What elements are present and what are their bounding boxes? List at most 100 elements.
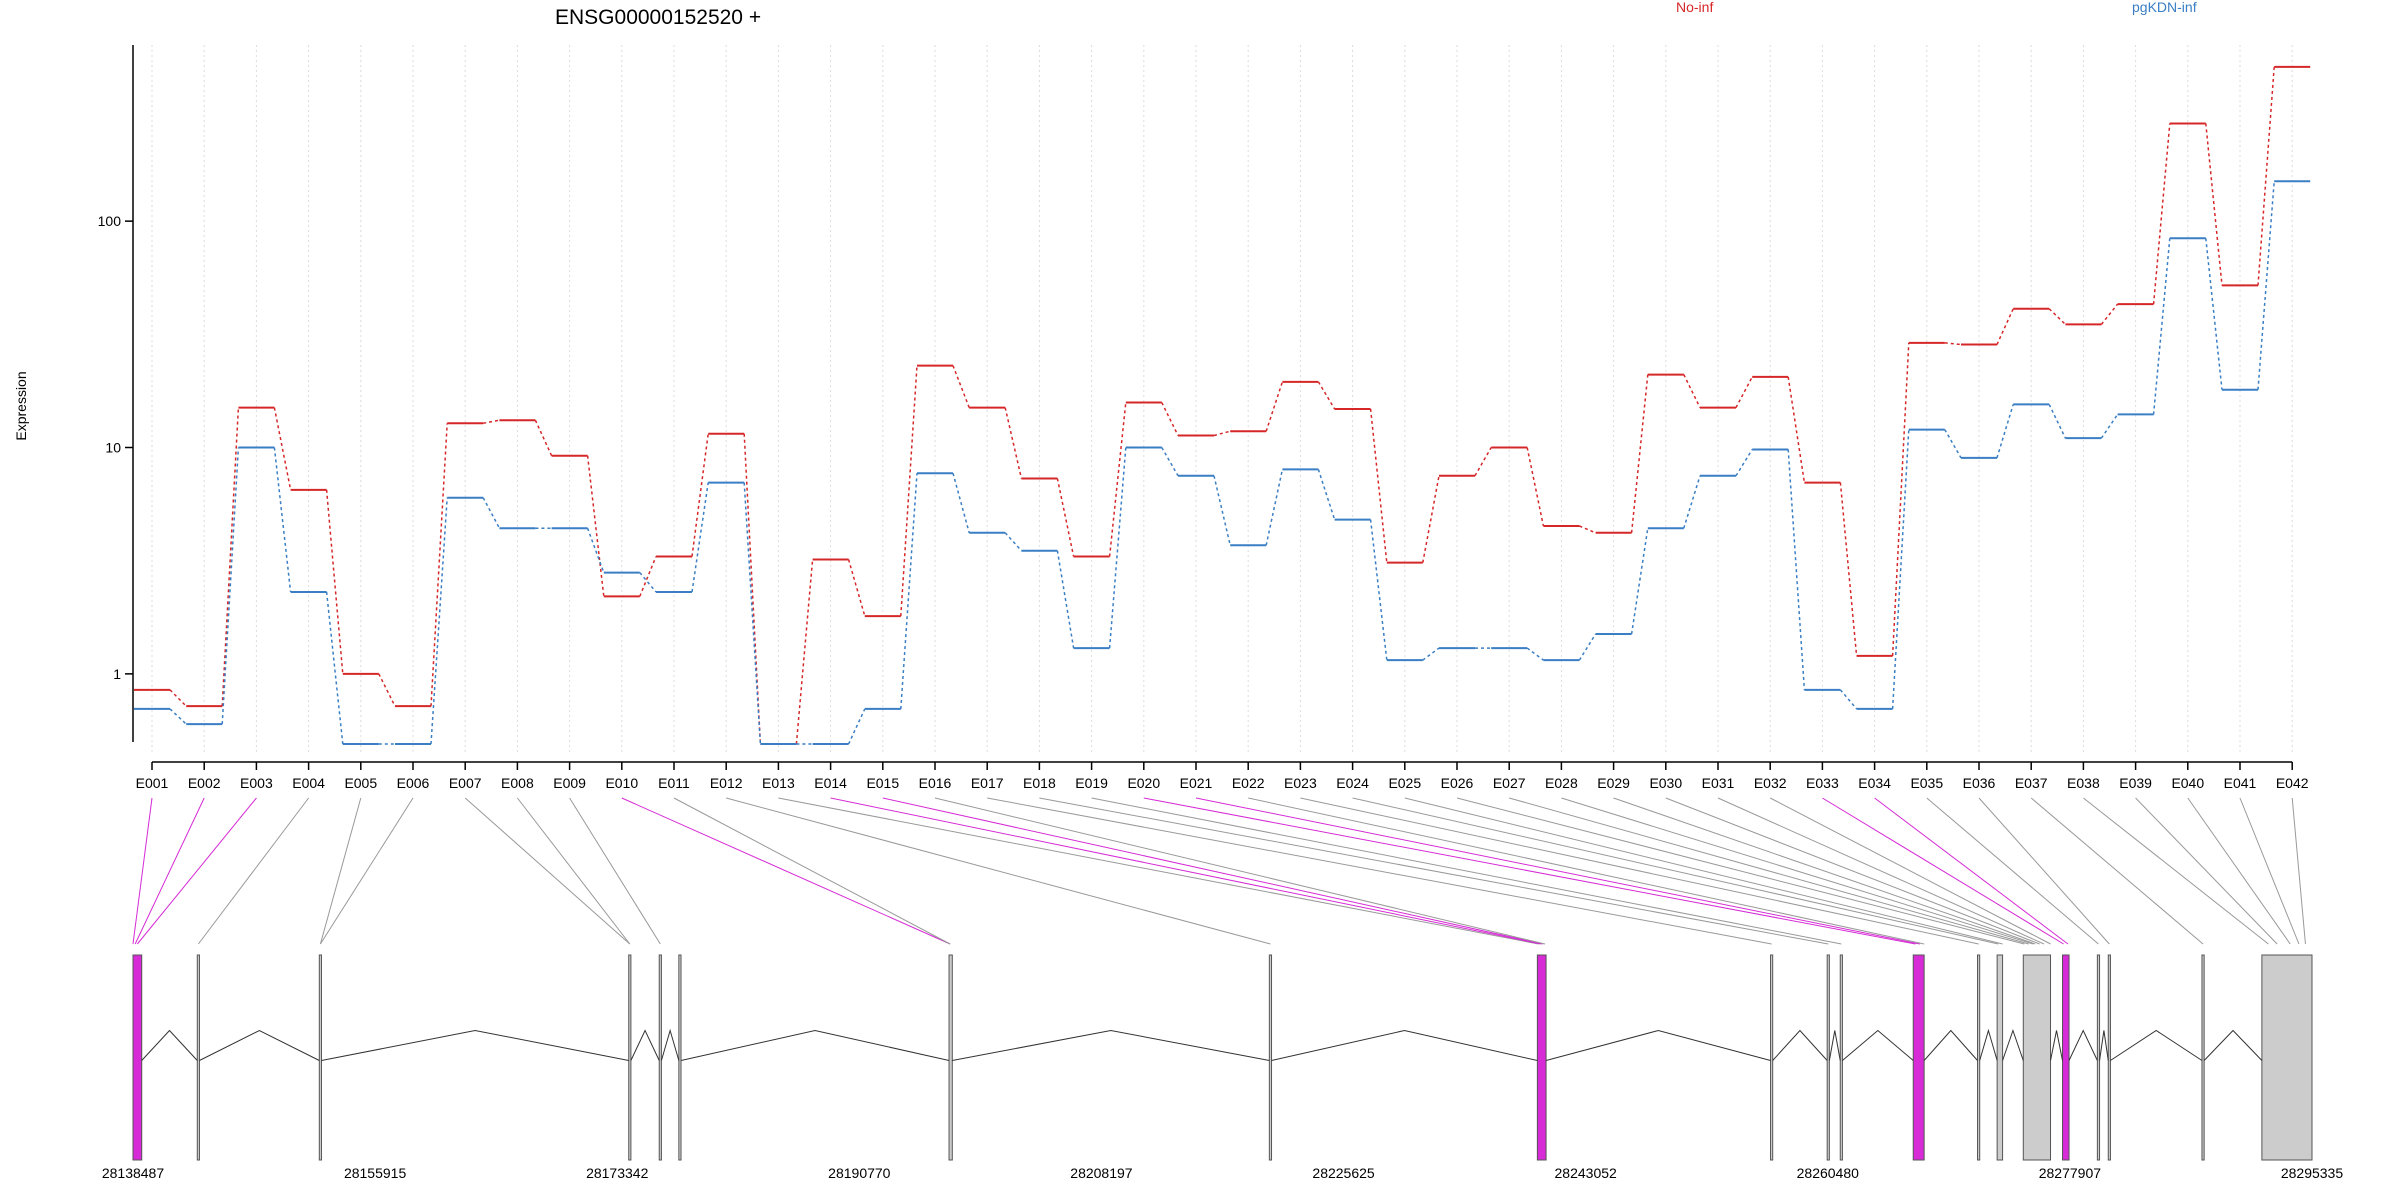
connector-e003 — [136, 797, 257, 945]
coordinate-label-28277907: 28277907 — [2039, 1165, 2102, 1181]
segment-pgkdn-inf-10 — [639, 572, 657, 593]
segment-no-inf-38 — [2100, 303, 2119, 325]
connector-e008 — [517, 797, 631, 945]
x-tick-label-e001: E001 — [136, 775, 169, 791]
segment-pgkdn-inf-1 — [169, 708, 187, 725]
segment-pgkdn-inf-29 — [1630, 528, 1649, 635]
connector-e019 — [1091, 797, 1842, 945]
segment-no-inf-3 — [273, 407, 292, 490]
segment-no-inf-5 — [378, 673, 396, 707]
segment-no-inf-16 — [952, 365, 970, 408]
connector-e032 — [1769, 797, 2051, 945]
connector-e002 — [134, 797, 205, 945]
intron-5 — [660, 1028, 680, 1061]
segment-pgkdn-inf-25 — [1422, 647, 1440, 661]
x-tick-label-e040: E040 — [2171, 775, 2204, 791]
x-tick-label-e030: E030 — [1649, 775, 1682, 791]
segment-no-inf-15 — [900, 365, 918, 617]
exon-block-13 — [1912, 954, 1925, 1161]
connector-e020 — [1143, 797, 1916, 945]
intron-16 — [2050, 1030, 2063, 1061]
segment-no-inf-19 — [1108, 402, 1127, 557]
connector-e012 — [726, 797, 1271, 945]
connector-e021 — [1195, 797, 1920, 945]
exon-block-15 — [1996, 954, 2004, 1161]
x-tick-label-e022: E022 — [1232, 775, 1265, 791]
coordinate-label-28260480: 28260480 — [1797, 1165, 1860, 1181]
exon-block-10 — [1770, 954, 1774, 1161]
x-tick-label-e003: E003 — [240, 775, 273, 791]
coordinate-label-28295335: 28295335 — [2281, 1165, 2344, 1181]
segment-no-inf-35 — [1944, 342, 1962, 346]
coordinate-label-28138487: 28138487 — [102, 1165, 165, 1181]
segment-no-inf-27 — [1526, 447, 1545, 527]
connector-e041 — [2239, 797, 2300, 945]
exon-connectors — [132, 797, 2306, 945]
segment-pgkdn-inf-18 — [1056, 550, 1075, 649]
connector-e010 — [621, 797, 951, 945]
series-pgkdn-inf — [134, 180, 2311, 745]
connector-e029 — [1613, 797, 2036, 945]
segment-pgkdn-inf-3 — [273, 447, 292, 593]
exon-block-21 — [2261, 954, 2313, 1161]
intron-9 — [1545, 1029, 1771, 1061]
segment-no-inf-22 — [1265, 381, 1284, 432]
segment-pgkdn-inf-28 — [1578, 633, 1597, 661]
segment-no-inf-39 — [2152, 123, 2171, 305]
exon-block-5 — [658, 954, 662, 1161]
segment-no-inf-41 — [2257, 66, 2275, 286]
x-tick-label-e031: E031 — [1702, 775, 1735, 791]
segment-no-inf-29 — [1630, 374, 1649, 533]
x-tick-label-e032: E032 — [1754, 775, 1787, 791]
segment-pgkdn-inf-23 — [1317, 469, 1336, 520]
segment-pgkdn-inf-12 — [743, 482, 762, 745]
connector-e018 — [1039, 797, 1829, 945]
gene-model — [132, 954, 2313, 1161]
segment-pgkdn-inf-17 — [1004, 532, 1022, 552]
segment-pgkdn-inf-41 — [2257, 181, 2275, 390]
exon-block-1 — [132, 954, 143, 1161]
x-tick-label-e012: E012 — [710, 775, 743, 791]
x-tick-label-e033: E033 — [1806, 775, 1839, 791]
segment-no-inf-11 — [691, 433, 709, 557]
segment-pgkdn-inf-40 — [2205, 238, 2223, 390]
x-tick-label-e025: E025 — [1388, 775, 1421, 791]
grid-lines — [151, 45, 2293, 752]
x-tick-label-e036: E036 — [1963, 775, 1996, 791]
x-tick-label-e028: E028 — [1545, 775, 1578, 791]
segment-pgkdn-inf-30 — [1683, 475, 1701, 529]
exon-block-8 — [1268, 954, 1273, 1161]
segment-no-inf-18 — [1056, 478, 1075, 557]
connector-e005 — [319, 797, 362, 945]
intron-1 — [141, 1029, 198, 1061]
connector-e028 — [1561, 797, 2034, 945]
intron-3 — [321, 1029, 629, 1061]
x-tick-label-e024: E024 — [1336, 775, 1369, 791]
x-tick-label-e002: E002 — [188, 775, 221, 791]
connector-e030 — [1665, 797, 2040, 945]
segment-pgkdn-inf-20 — [1161, 447, 1179, 477]
connector-e034 — [1874, 797, 2069, 945]
connector-e016 — [934, 797, 1546, 945]
segment-no-inf-34 — [1891, 342, 1910, 656]
connector-e015 — [882, 797, 1543, 945]
connector-e004 — [197, 797, 309, 945]
segment-pgkdn-inf-35 — [1944, 429, 1962, 459]
x-tick-label-e027: E027 — [1493, 775, 1526, 791]
segment-pgkdn-inf-38 — [2100, 413, 2119, 439]
segment-no-inf-10 — [639, 556, 657, 597]
x-tick-label-e021: E021 — [1180, 775, 1213, 791]
intron-8 — [1271, 1029, 1538, 1061]
exon-block-19 — [2107, 954, 2111, 1161]
intron-11 — [1828, 1030, 1841, 1061]
intron-12 — [1842, 1029, 1914, 1061]
connector-e042 — [2291, 797, 2306, 945]
x-tick-label-e009: E009 — [553, 775, 586, 791]
coordinate-label-28243052: 28243052 — [1555, 1165, 1618, 1181]
x-tick-label-e005: E005 — [344, 775, 377, 791]
segment-pgkdn-inf-31 — [1735, 449, 1753, 477]
segment-no-inf-9 — [586, 455, 605, 597]
segment-pgkdn-inf-21 — [1213, 475, 1231, 546]
legend-entry-pgkdn-inf: pgKDN-inf — [2132, 0, 2197, 15]
connector-e036 — [1978, 797, 2110, 945]
